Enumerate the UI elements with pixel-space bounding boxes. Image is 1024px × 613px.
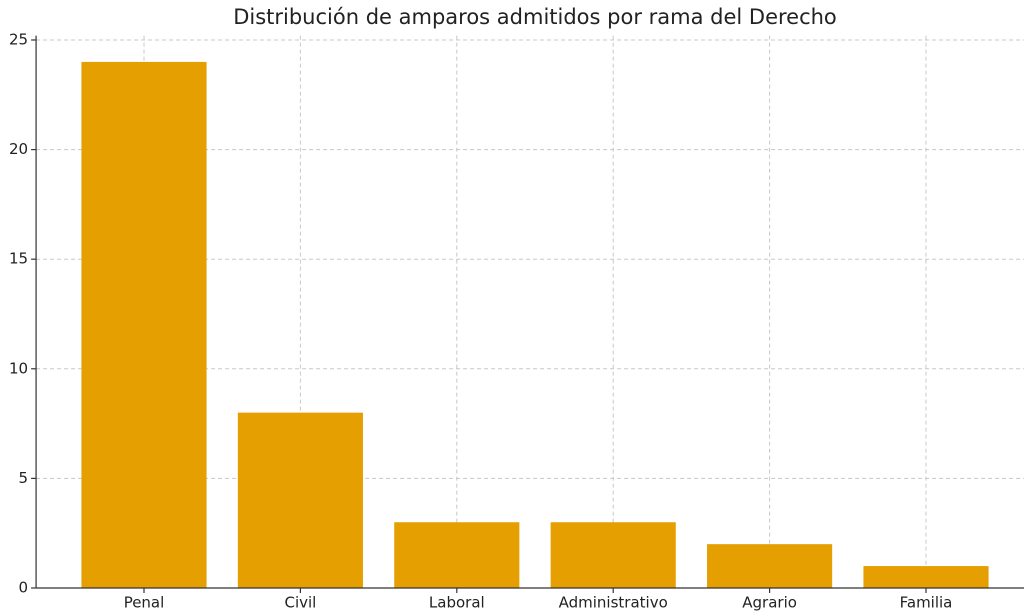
y-tick-label: 0 bbox=[19, 579, 29, 597]
bar bbox=[550, 522, 676, 588]
y-tick-label: 20 bbox=[9, 140, 28, 158]
y-tick-label: 15 bbox=[9, 250, 28, 268]
bar bbox=[237, 412, 363, 588]
bar bbox=[707, 544, 833, 588]
x-tick-label: Penal bbox=[124, 594, 165, 612]
bar bbox=[863, 566, 989, 588]
x-tick-label: Administrativo bbox=[559, 594, 668, 612]
bar bbox=[394, 522, 520, 588]
x-tick-label: Agrario bbox=[742, 594, 797, 612]
x-tick-label: Civil bbox=[284, 594, 316, 612]
y-tick-label: 25 bbox=[9, 30, 28, 48]
x-tick-label: Laboral bbox=[429, 594, 485, 612]
x-tick-label: Familia bbox=[900, 594, 953, 612]
bar bbox=[81, 61, 207, 588]
y-tick-label: 5 bbox=[19, 469, 29, 487]
chart-title: Distribución de amparos admitidos por ra… bbox=[233, 5, 837, 29]
y-tick-label: 10 bbox=[9, 359, 28, 377]
